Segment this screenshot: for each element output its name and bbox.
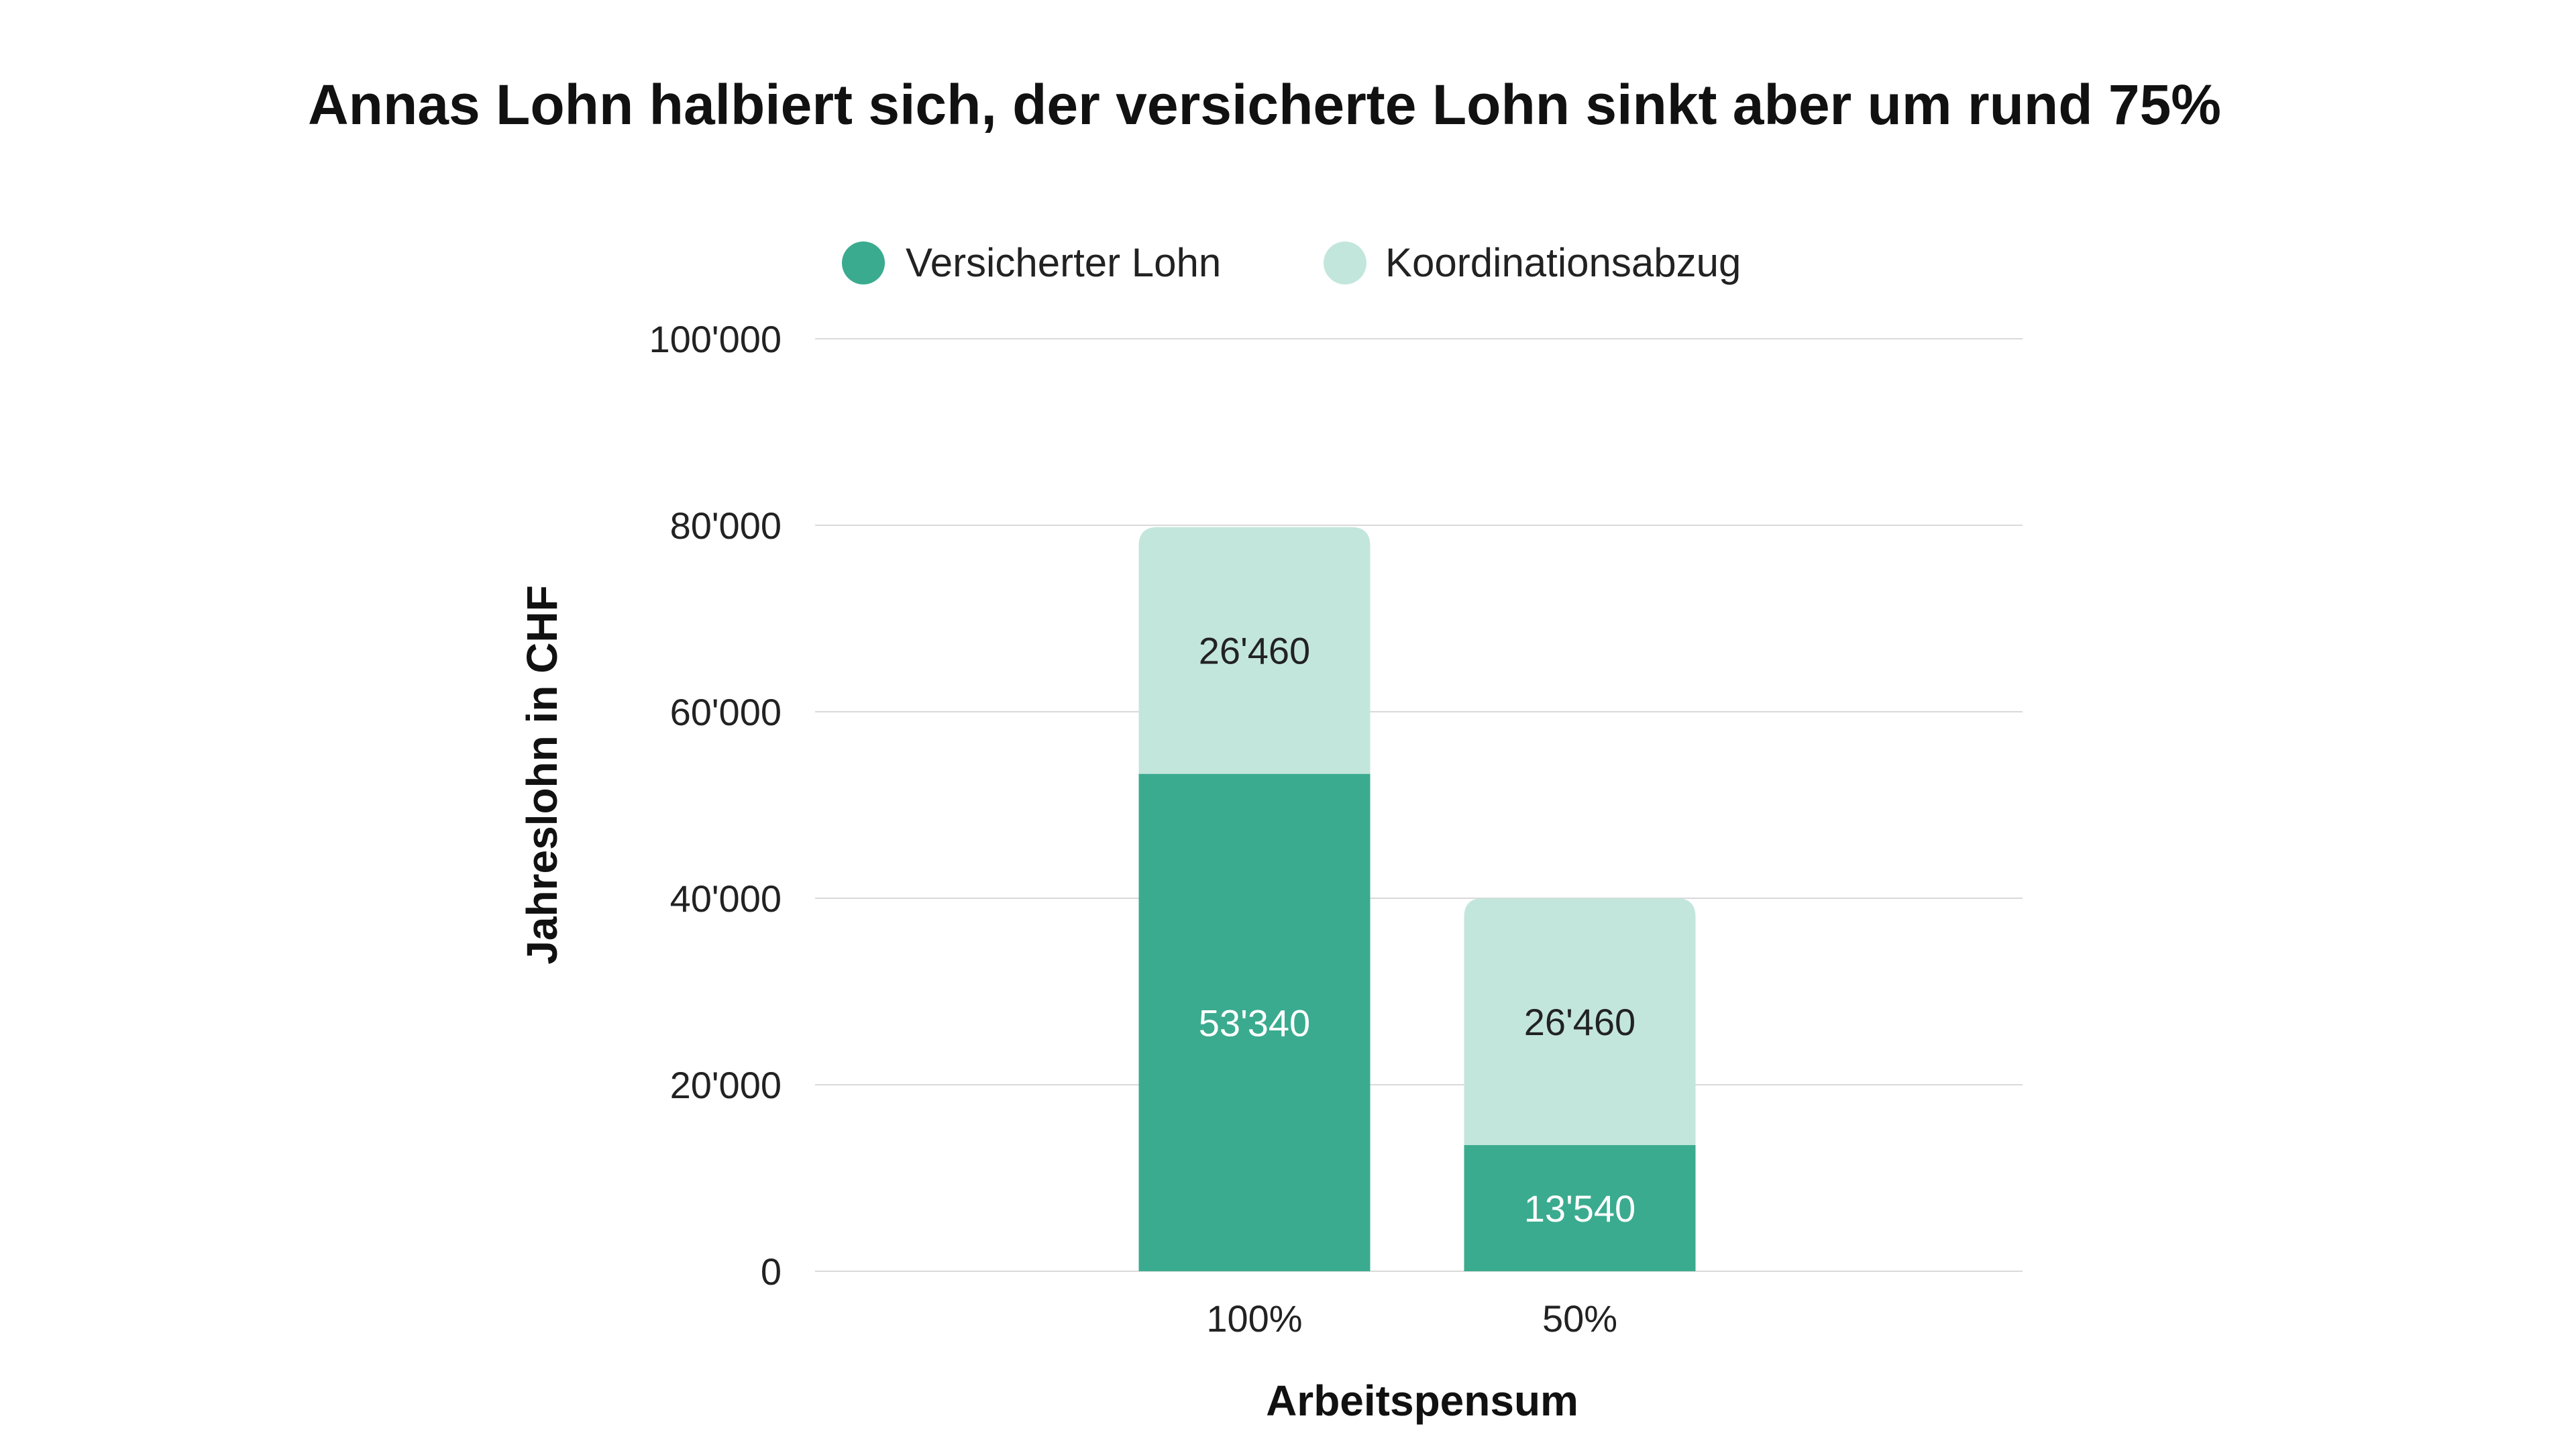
bar-1-series-2 [1138,527,1371,774]
gridlines [815,338,2023,1272]
chart-title: Annas Lohn halbiert sich, der versichert… [308,73,2221,136]
x-tick-label-2: 50% [1542,1297,1617,1340]
legend: Versicherter Lohn Koordinationsabzug [842,240,1741,285]
y-tick-label-3: 60'000 [670,691,782,733]
x-axis-title: Arbeitspensum [1266,1377,1578,1425]
x-tick-label-1: 100% [1206,1297,1302,1340]
legend-swatch-1 [842,241,885,284]
bar-2-series-1 [1464,1144,1696,1271]
legend-label-2: Koordinationsabzug [1385,240,1741,285]
bar-label-2-series-1: 13'540 [1524,1187,1635,1230]
x-axis-ticks: 100% 50% [1206,1297,1617,1340]
bar-1-series-1 [1138,773,1371,1271]
bar-label-1-series-2: 26'460 [1199,630,1310,672]
y-axis-ticks: 0 20'000 40'000 60'000 80'000 100'000 [649,318,782,1293]
legend-swatch-2 [1324,241,1366,284]
y-axis-title: Jahreslohn in CHF [518,585,566,964]
legend-label-1: Versicherter Lohn [906,240,1221,285]
y-tick-label-1: 20'000 [670,1064,782,1106]
bars: 53'340 26'460 13'540 26'460 [1138,527,1696,1271]
y-tick-label-0: 0 [761,1250,782,1293]
bar-label-1-series-1: 53'340 [1199,1002,1310,1044]
y-tick-label-5: 100'000 [649,318,782,360]
y-tick-label-2: 40'000 [670,877,782,920]
bar-label-2-series-2: 26'460 [1524,1001,1635,1043]
y-tick-label-4: 80'000 [670,504,782,547]
bar-2-series-2 [1464,898,1696,1145]
